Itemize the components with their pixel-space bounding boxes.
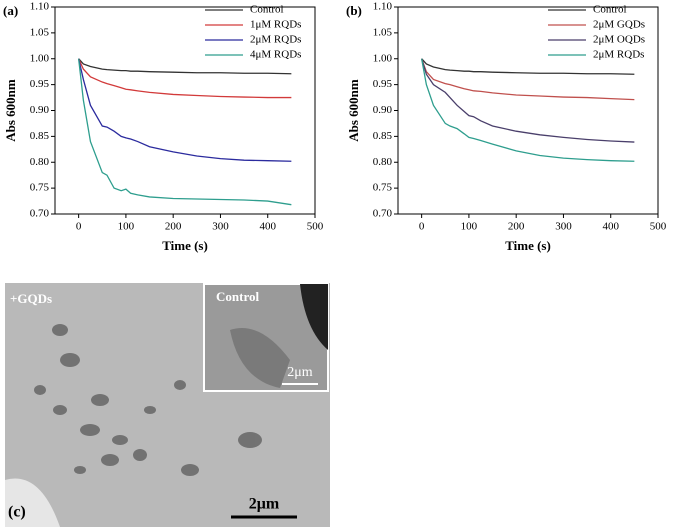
data-line [77,58,292,206]
panel-label: (c) [8,504,26,521]
x-tick-label: 0 [76,221,82,233]
data-line [78,58,292,162]
y-tick-label: 0.95 [30,78,50,90]
micrograph: +GQDs Control 2μm 2μm (c) [5,283,330,527]
y-tick-label: 0.85 [30,130,50,142]
y-axis-label: Abs 600nm [3,79,18,142]
x-axis-label: Time (s) [505,238,551,253]
x-tick-label: 500 [307,221,324,233]
y-tick-label: 0.90 [373,104,393,116]
legend-label: 2μM RQDs [593,49,644,61]
legend-label: Control [593,4,627,16]
inset-label: Control [216,289,259,304]
y-tick-label: 1.05 [30,26,50,38]
y-tick-label: 1.00 [30,52,50,64]
y-tick-label: 0.80 [30,156,50,168]
legend-label: 2μM RQDs [250,34,301,46]
data-line [420,58,635,162]
y-tick-label: 0.90 [30,104,50,116]
y-tick-label: 1.10 [373,1,393,13]
y-tick-label: 0.80 [373,156,393,168]
y-tick-label: 0.70 [30,208,50,220]
y-tick-label: 0.75 [30,182,50,194]
y-tick-label: 0.95 [373,78,393,90]
x-tick-label: 300 [212,221,229,233]
legend-label: 1μM RQDs [250,19,301,31]
data-line [421,58,635,143]
x-axis-label: Time (s) [162,238,208,253]
micrograph-label: +GQDs [10,291,52,306]
x-tick-label: 400 [602,221,619,233]
x-tick-label: 400 [259,221,276,233]
data-line [421,58,635,75]
y-tick-label: 0.70 [373,208,393,220]
scale-label: 2μm [249,496,280,513]
data-line [78,58,292,75]
y-tick-label: 1.00 [373,52,393,64]
y-tick-label: 0.75 [373,182,393,194]
data-line [78,58,292,99]
legend-label: 2μM GQDs [593,19,645,31]
legend-label: Control [250,4,284,16]
x-tick-label: 200 [508,221,525,233]
panel-label: (b) [346,3,362,18]
x-tick-label: 100 [118,221,135,233]
legend-label: 2μM OQDs [593,34,645,46]
y-tick-label: 1.05 [373,26,393,38]
x-tick-label: 500 [650,221,667,233]
inset-scale: 2μm [287,365,313,380]
x-tick-label: 100 [461,221,478,233]
x-tick-label: 0 [419,221,425,233]
y-tick-label: 0.85 [373,130,393,142]
y-axis-label: Abs 600nm [346,79,361,142]
legend-label: 4μM RQDs [250,49,301,61]
data-line [421,58,635,101]
x-tick-label: 200 [165,221,182,233]
panel-label: (a) [3,3,18,18]
y-tick-label: 1.10 [30,1,50,13]
x-tick-label: 300 [555,221,572,233]
